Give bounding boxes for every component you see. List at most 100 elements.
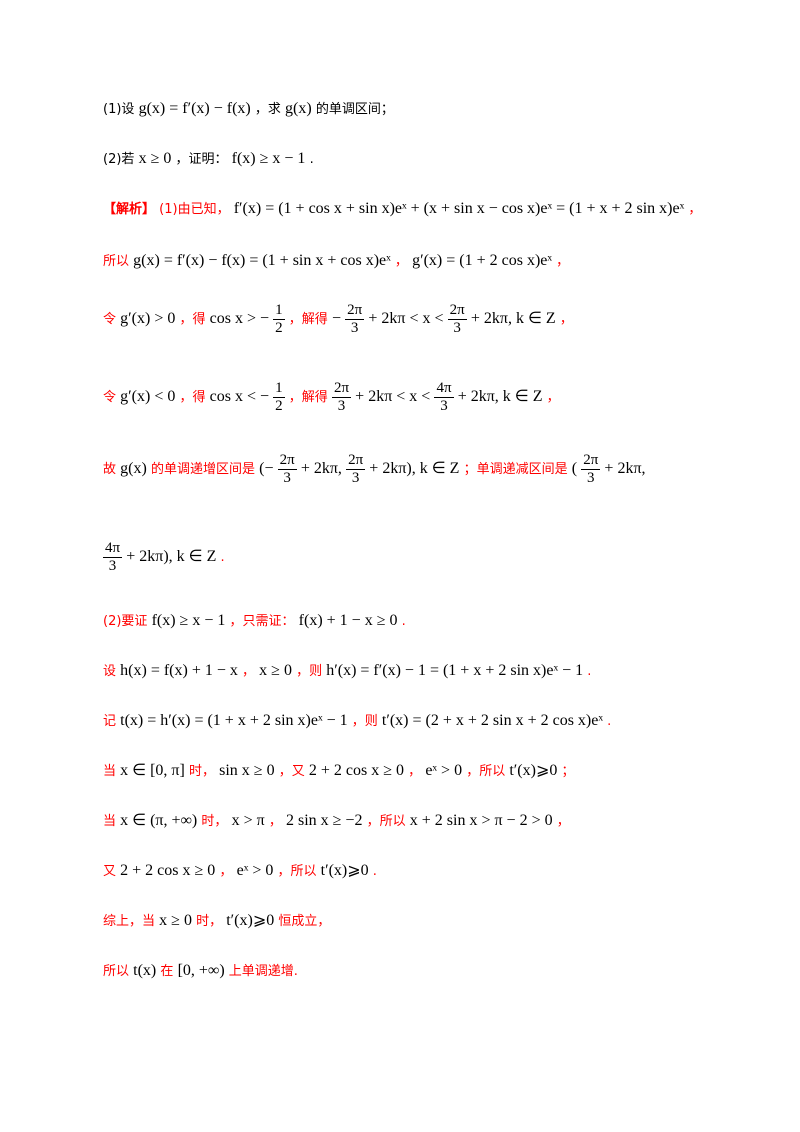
s10-text5: ，所以: [466, 764, 506, 779]
solution-line-5: 故 g(x) 的单调递增区间是 (− 2π 3 + 2kπ, 2π 3 + 2kπ)…: [103, 452, 646, 487]
solution-line-14: 所以 t(x) 在 [0, +∞) 上单调递增.: [103, 962, 298, 981]
s7-text2: ，只需证：: [229, 614, 295, 629]
s14-tx: t(x): [133, 962, 157, 979]
q2-expr-cond: x ≥ 0: [138, 150, 172, 167]
s5-mid: + 2kπ,: [300, 460, 342, 477]
s11-sum: x + 2 sin x > π − 2 > 0: [409, 812, 553, 829]
s4-text2: ，得: [179, 390, 206, 405]
s10-sin: sin x ≥ 0: [219, 762, 275, 779]
s4-cond: g′(x) < 0: [120, 388, 176, 405]
solution-line-13: 综上，当 x ≥ 0 时， t′(x)⩾0 恒成立，: [103, 912, 330, 931]
q1-prefix: (1)设: [103, 102, 135, 117]
s10-tprime: t′(x)⩾0: [509, 762, 558, 779]
s11-comma: ，: [268, 814, 282, 829]
s4-cos: cos x < −: [209, 388, 270, 405]
solution-line-12: 又 2 + 2 cos x ≥ 0 ， eˣ > 0 ，所以 t′(x)⩾0 .: [103, 862, 377, 881]
s10-cos: 2 + 2 cos x ≥ 0: [308, 762, 405, 779]
s6-tail: + 2kπ), k ∈ Z: [126, 548, 217, 565]
s9-text2: ，则: [351, 714, 378, 729]
numerator: 2π: [277, 452, 297, 470]
denominator: 3: [351, 470, 360, 486]
q1-expr-gx: g(x): [285, 100, 312, 117]
s8-text: 设: [103, 664, 117, 679]
numerator: 4π: [434, 380, 454, 398]
solution-line-10: 当 x ∈ [0, π] 时， sin x ≥ 0 ，又 2 + 2 cos x…: [103, 762, 575, 781]
s1-text: (1)由已知，: [159, 202, 230, 217]
s2-text: 所以: [103, 254, 130, 269]
s3-text3: ，解得: [288, 312, 328, 327]
s8-comma: ，: [242, 664, 256, 679]
s14-text: 所以: [103, 964, 130, 979]
s9-period: .: [607, 714, 612, 729]
s6-period: .: [220, 550, 225, 565]
s12-cos: 2 + 2 cos x ≥ 0: [120, 862, 216, 879]
numerator: 1: [273, 380, 285, 398]
denominator: 3: [108, 558, 117, 574]
s2-gprime-expr: g′(x) = (1 + 2 cos x)eˣ: [412, 252, 552, 269]
s13-cond: x ≥ 0: [159, 912, 192, 929]
s3-tail: + 2kπ, k ∈ Z: [470, 310, 556, 327]
fraction: 2π 3: [331, 380, 352, 415]
numerator: 2π: [331, 380, 352, 398]
s14-text3: 上单调递增.: [228, 964, 298, 979]
denominator: 3: [440, 398, 448, 414]
s3-text2: ，得: [179, 312, 206, 327]
solution-line-1: 【解析】 (1)由已知， f′(x) = (1 + cos x + sin x)…: [103, 200, 701, 219]
s1-fprime-expr: f′(x) = (1 + cos x + sin x)eˣ + (x + sin…: [233, 200, 685, 217]
s13-text2: 时，: [196, 914, 223, 929]
s5-text3: ；单调递减区间是: [463, 462, 568, 477]
fraction: 2π 3: [345, 302, 365, 337]
s3-minus: −: [331, 310, 341, 327]
s10-text2: 时，: [188, 764, 215, 779]
numerator: 4π: [103, 540, 123, 558]
s10-comma: ，: [408, 764, 422, 779]
s5-open2: (: [571, 460, 578, 477]
s8-text3: ，则: [296, 664, 323, 679]
s9-text: 记: [103, 714, 117, 729]
s1-comma: ，: [688, 202, 702, 217]
fraction: 2π 3: [277, 452, 297, 487]
s7-period: .: [401, 614, 406, 629]
s10-text3: ，又: [278, 764, 305, 779]
s10-semicolon: ；: [561, 764, 575, 779]
numerator: 2π: [346, 452, 366, 470]
s3-text: 令: [103, 312, 117, 327]
s4-comma: ，: [546, 390, 560, 405]
s5-gx: g(x): [120, 460, 147, 477]
fraction: 2π 3: [447, 302, 467, 337]
s11-text: 当: [103, 814, 117, 829]
denominator: 3: [283, 470, 291, 486]
s4-tail: + 2kπ, k ∈ Z: [457, 388, 543, 405]
q1-suffix: 的单调区间；: [315, 102, 394, 117]
question-2: (2)若 x ≥ 0 ，证明： f(x) ≥ x − 1 .: [103, 150, 314, 169]
denominator: 3: [350, 320, 359, 336]
fraction: 2π 3: [581, 452, 601, 487]
s10-exp: eˣ > 0: [425, 762, 463, 779]
denominator: 3: [337, 398, 346, 414]
numerator: 1: [273, 302, 285, 320]
s13-text3: 恒成立，: [278, 914, 331, 929]
s5-mid2: + 2kπ,: [604, 460, 646, 477]
solution-line-6: 4π 3 + 2kπ), k ∈ Z .: [103, 540, 225, 575]
s14-text2: 在: [160, 964, 174, 979]
q2-prefix: (2)若: [103, 152, 135, 167]
numerator: 2π: [581, 452, 601, 470]
denominator: 3: [586, 470, 595, 486]
s10-interval: x ∈ [0, π]: [120, 762, 185, 779]
s3-cond: g′(x) > 0: [120, 310, 176, 327]
s8-hprime: h′(x) = f′(x) − 1 = (1 + x + 2 sin x)eˣ …: [326, 662, 584, 679]
s11-comma2: ，: [556, 814, 570, 829]
solution-line-8: 设 h(x) = f(x) + 1 − x ， x ≥ 0 ，则 h′(x) =…: [103, 662, 591, 681]
q2-suffix: .: [309, 152, 314, 167]
s11-text4: ，所以: [366, 814, 406, 829]
numerator: 2π: [345, 302, 365, 320]
s11-sin: 2 sin x ≥ −2: [285, 812, 363, 829]
s5-text2: 的单调递增区间是: [150, 462, 255, 477]
s7-text: (2)要证: [103, 614, 148, 629]
s14-interval: [0, +∞): [177, 962, 225, 979]
numerator: 2π: [447, 302, 467, 320]
s5-text: 故: [103, 462, 117, 477]
